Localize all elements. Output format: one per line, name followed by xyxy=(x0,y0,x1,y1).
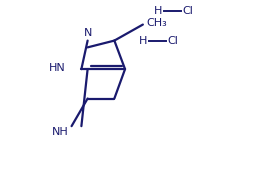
Text: CH₃: CH₃ xyxy=(146,18,167,28)
Text: H: H xyxy=(154,6,162,16)
Text: Cl: Cl xyxy=(182,6,193,16)
Text: NH: NH xyxy=(52,127,68,137)
Text: HN: HN xyxy=(49,63,66,73)
Text: Cl: Cl xyxy=(167,36,178,46)
Text: H: H xyxy=(139,36,147,46)
Text: N: N xyxy=(83,28,92,38)
